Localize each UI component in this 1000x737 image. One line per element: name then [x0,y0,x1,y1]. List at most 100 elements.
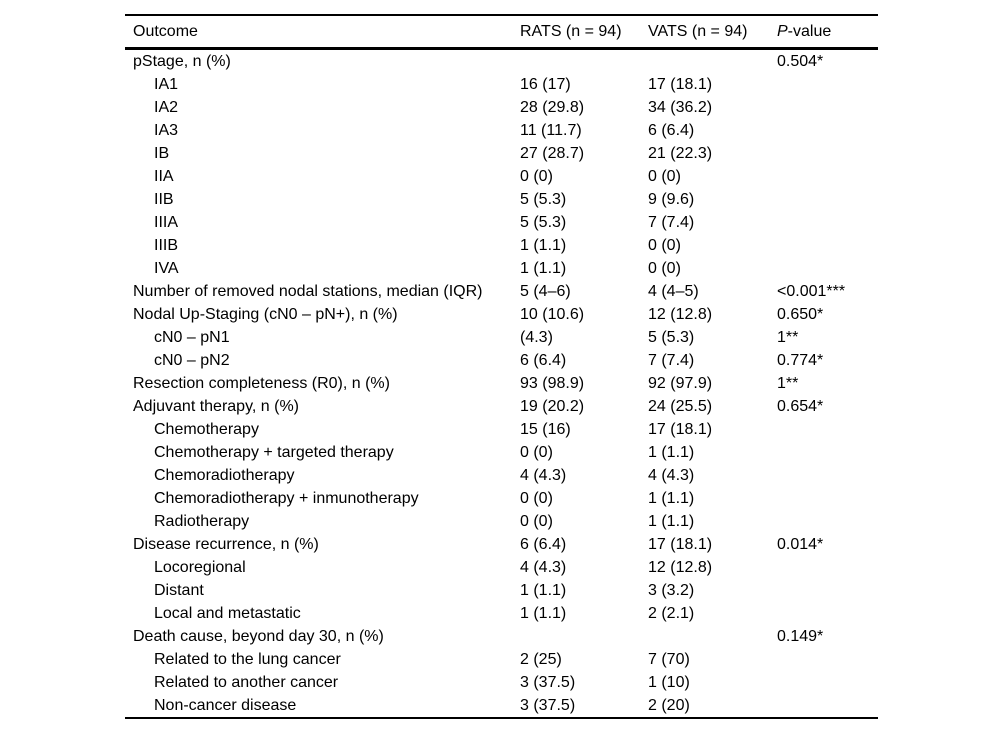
outcome-cell: Chemotherapy [154,420,259,438]
vats-cell: 24 (25.5) [648,397,713,415]
vats-cell: 0 (0) [648,236,681,254]
outcome-cell: Nodal Up-Staging (cN0 – pN+), n (%) [133,305,398,323]
rats-cell: 6 (6.4) [520,351,567,369]
outcome-cell: Death cause, beyond day 30, n (%) [133,627,384,645]
column-header-pvalue: P-value [777,23,878,41]
column-header-rats: RATS (n = 94) [520,22,622,40]
outcome-cell: Local and metastatic [154,604,301,622]
outcome-cell: IB [154,144,170,162]
rats-cell: 1 (1.1) [520,581,567,599]
vats-cell: 7 (70) [648,650,690,668]
vats-cell: 1 (1.1) [648,512,695,530]
vats-cell: 7 (7.4) [648,213,695,231]
rats-cell: 3 (37.5) [520,673,576,691]
vats-cell: 2 (20) [648,696,690,714]
outcome-cell: pStage, n (%) [133,52,231,70]
rats-cell: 5 (5.3) [520,213,567,231]
header-rule [125,47,878,50]
outcome-cell: cN0 – pN1 [154,328,230,346]
outcome-cell: IIA [154,167,174,185]
pvalue-cell: <0.001*** [777,282,846,300]
vats-cell: 17 (18.1) [648,535,713,553]
rats-cell: 1 (1.1) [520,604,567,622]
outcome-cell: Chemotherapy + targeted therapy [154,443,394,461]
outcome-cell: IA2 [154,98,179,116]
rats-cell: 3 (37.5) [520,696,576,714]
outcome-cell: IIIB [154,236,179,254]
pvalue-cell: 0.149* [777,627,824,645]
vats-cell: 92 (97.9) [648,374,713,392]
vats-cell: 17 (18.1) [648,75,713,93]
rats-cell: 15 (16) [520,420,571,438]
rats-cell: 4 (4.3) [520,466,567,484]
table-row: IA1 16 (17) 17 (18.1) [125,73,878,96]
vats-cell: 3 (3.2) [648,581,695,599]
table-row: Distant 1 (1.1) 3 (3.2) [125,579,878,602]
outcome-cell: Disease recurrence, n (%) [133,535,319,553]
outcome-cell: Chemoradiotherapy + inmunotherapy [154,489,419,507]
outcome-cell: Adjuvant therapy, n (%) [133,397,300,415]
rats-cell: 1 (1.1) [520,236,567,254]
pvalue-cell: 1** [777,328,799,346]
outcome-cell: Resection completeness (R0), n (%) [133,374,390,392]
pvalue-cell: 0.654* [777,397,824,415]
vats-cell: 9 (9.6) [648,190,695,208]
rats-cell: 6 (6.4) [520,535,567,553]
outcome-cell: IA3 [154,121,179,139]
rats-cell: 0 (0) [520,512,553,530]
rats-cell: 0 (0) [520,167,553,185]
outcome-cell: Number of removed nodal stations, median… [133,282,483,300]
outcome-cell: Radiotherapy [154,512,250,530]
pvalue-header-italic-p: P [777,22,788,40]
vats-cell: 0 (0) [648,259,681,277]
vats-cell: 1 (10) [648,673,690,691]
rats-cell: 2 (25) [520,650,562,668]
table-row: cN0 – pN1 (4.3) 5 (5.3) 1** [125,326,878,349]
outcome-cell: Related to the lung cancer [154,650,341,668]
table-row: IB 27 (28.7) 21 (22.3) [125,142,878,165]
table-row: Related to another cancer 3 (37.5) 1 (10) [125,671,878,694]
vats-cell: 2 (2.1) [648,604,695,622]
table-row: Locoregional 4 (4.3) 12 (12.8) [125,556,878,579]
table-body: pStage, n (%) 0.504* IA1 16 (17) 17 (18.1) IA… [125,50,878,717]
pvalue-cell: 0.504* [777,52,824,70]
table-row: IIB 5 (5.3) 9 (9.6) [125,188,878,211]
rats-cell: 27 (28.7) [520,144,585,162]
outcome-cell: Distant [154,581,204,599]
outcome-cell: Chemoradiotherapy [154,466,295,484]
outcomes-table: Outcome RATS (n = 94) VATS (n = 94) P-va… [125,14,878,719]
rats-cell: 1 (1.1) [520,259,567,277]
table-row: Non-cancer disease 3 (37.5) 2 (20) [125,694,878,717]
outcome-cell: IA1 [154,75,179,93]
vats-cell: 17 (18.1) [648,420,713,438]
outcome-cell: IVA [154,259,179,277]
vats-cell: 1 (1.1) [648,443,695,461]
outcome-cell: Non-cancer disease [154,696,297,714]
vats-cell: 4 (4.3) [648,466,695,484]
vats-cell: 0 (0) [648,167,681,185]
rats-cell: 19 (20.2) [520,397,585,415]
pvalue-cell: 1** [777,374,799,392]
table-row: IIA 0 (0) 0 (0) [125,165,878,188]
vats-cell: 12 (12.8) [648,305,713,323]
vats-cell: 1 (1.1) [648,489,695,507]
table-row: Radiotherapy 0 (0) 1 (1.1) [125,510,878,533]
table-row: Adjuvant therapy, n (%) 19 (20.2) 24 (25.5… [125,395,878,418]
table-row: pStage, n (%) 0.504* [125,50,878,73]
rats-cell: 0 (0) [520,443,553,461]
rats-cell: 28 (29.8) [520,98,585,116]
rats-cell: 11 (11.7) [520,121,582,139]
vats-cell: 21 (22.3) [648,144,713,162]
column-header-vats: VATS (n = 94) [648,22,748,40]
table-header-row: Outcome RATS (n = 94) VATS (n = 94) P-va… [125,16,878,47]
table-row: Chemotherapy 15 (16) 17 (18.1) [125,418,878,441]
table-row: IA2 28 (29.8) 34 (36.2) [125,96,878,119]
table-row: Related to the lung cancer 2 (25) 7 (70) [125,648,878,671]
table-row: Disease recurrence, n (%) 6 (6.4) 17 (18.1… [125,533,878,556]
rats-cell: (4.3) [520,328,553,346]
rats-cell: 4 (4.3) [520,558,567,576]
table-row: IA3 11 (11.7) 6 (6.4) [125,119,878,142]
vats-cell: 5 (5.3) [648,328,695,346]
pvalue-cell: 0.014* [777,535,824,553]
table-row: IVA 1 (1.1) 0 (0) [125,257,878,280]
